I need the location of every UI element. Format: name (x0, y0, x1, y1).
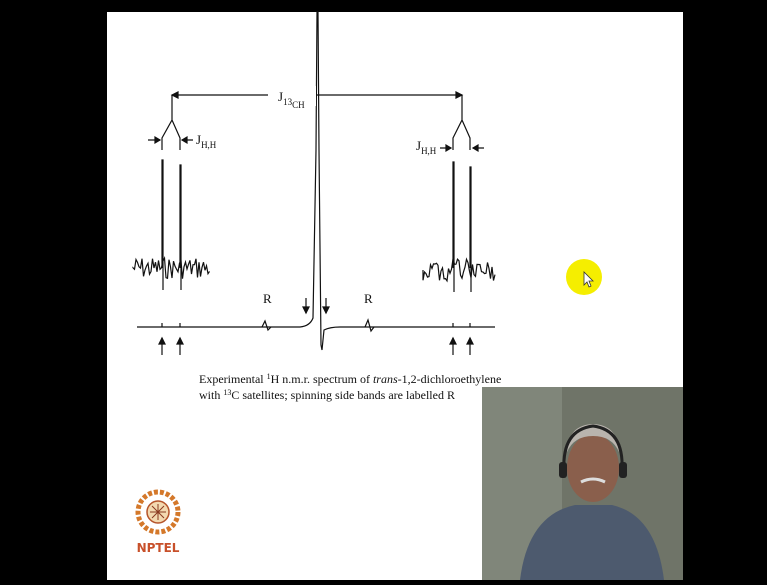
moustache (580, 477, 606, 484)
earcup (619, 462, 627, 478)
caption-part: with (199, 388, 223, 402)
logo-star (150, 504, 166, 520)
j-subscript: H,H (421, 146, 437, 156)
nptel-logo: NPTEL (135, 489, 181, 555)
coupling-tree (161, 94, 471, 150)
caption-part: H n.m.r. spectrum of (271, 372, 373, 386)
j-symbol: J (278, 89, 283, 104)
j-13ch-label: J13CH (278, 89, 305, 110)
baseline-peak (137, 11, 495, 351)
caption-part: Experimental (199, 372, 267, 386)
j-nucleus: CH (292, 100, 305, 110)
webcam (482, 387, 683, 580)
headset (562, 424, 624, 471)
logo-ring (135, 489, 181, 535)
j-symbol: J (196, 132, 201, 147)
logo-text: NPTEL (137, 541, 180, 555)
caption-sup: 13 (223, 388, 231, 397)
presenter-body (520, 505, 664, 580)
jhh-right-label: JH,H (416, 138, 437, 156)
spectrum (132, 11, 496, 355)
arrowheads (154, 91, 479, 345)
j-isotope: 13 (283, 97, 293, 107)
presenter-face (567, 434, 619, 502)
caption-line: with 13C satellites; spinning side bands… (199, 388, 455, 402)
sideband-label: R (364, 291, 373, 306)
label-bg (268, 86, 316, 106)
earcup (559, 462, 567, 478)
satellites (161, 323, 471, 327)
j-symbol: J (416, 138, 421, 153)
inset-left (132, 256, 211, 280)
caption-sup: 1 (267, 372, 271, 381)
j-subscript: H,H (201, 140, 217, 150)
inset-right (422, 257, 496, 283)
sideband-label: R (263, 291, 272, 306)
jhh-left-label: JH,H (196, 132, 217, 150)
satellite-peaks (161, 159, 472, 292)
caption-part: C satellites; spinning side bands are la… (231, 388, 455, 402)
marker-arrows (161, 298, 471, 355)
caption-line: Experimental 1H n.m.r. spectrum of trans… (199, 372, 501, 386)
cursor (583, 271, 594, 288)
caption-part: trans (373, 372, 398, 386)
caption-part: -1,2-dichloroethylene (398, 372, 502, 386)
sidebands (261, 318, 375, 333)
